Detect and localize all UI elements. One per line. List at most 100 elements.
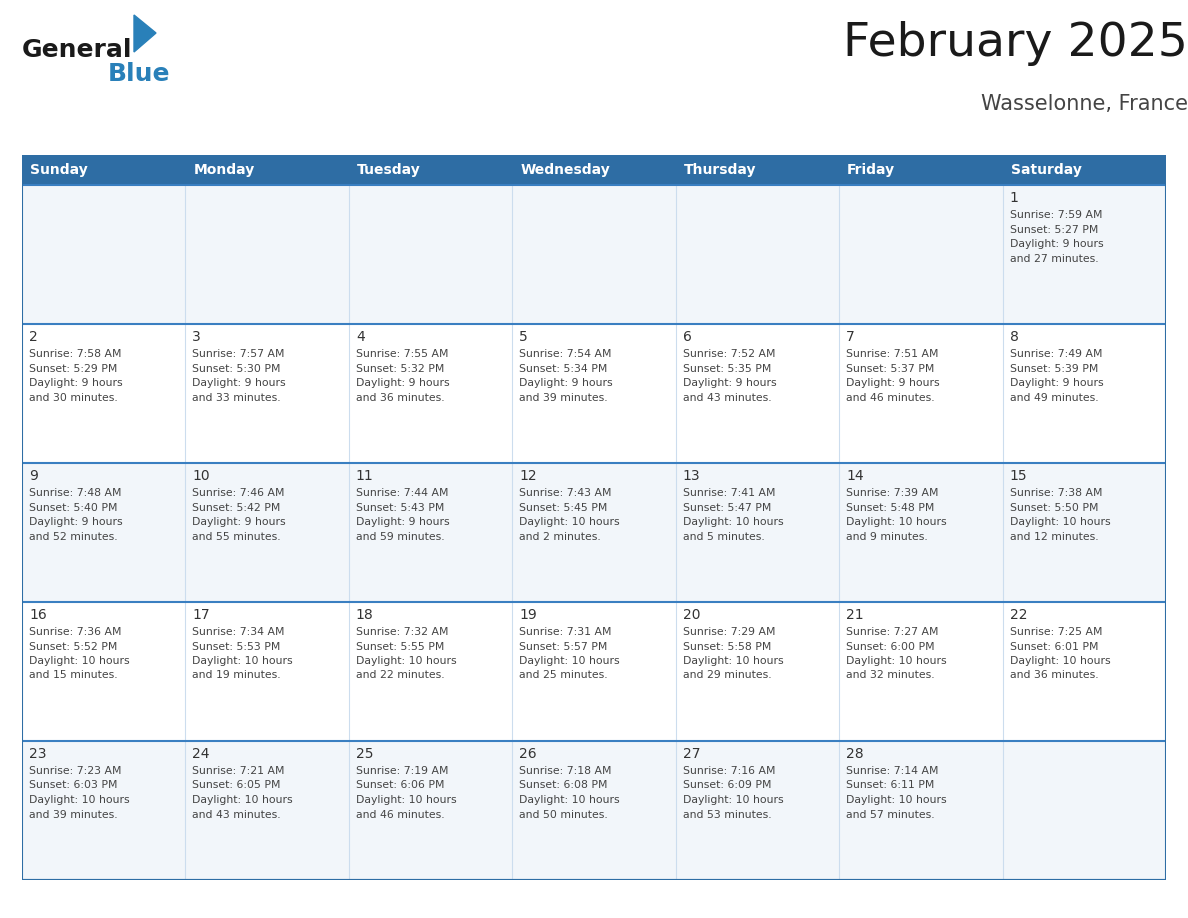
Text: Daylight: 9 hours: Daylight: 9 hours (519, 378, 613, 388)
Text: and 36 minutes.: and 36 minutes. (1010, 670, 1098, 680)
Text: 9: 9 (29, 469, 38, 483)
Text: Sunrise: 7:32 AM: Sunrise: 7:32 AM (356, 627, 448, 637)
Text: Friday: Friday (847, 163, 896, 177)
Text: Sunrise: 7:54 AM: Sunrise: 7:54 AM (519, 349, 612, 359)
Polygon shape (134, 15, 156, 52)
Text: Sunset: 5:32 PM: Sunset: 5:32 PM (356, 364, 444, 374)
Text: Sunrise: 7:59 AM: Sunrise: 7:59 AM (1010, 210, 1102, 220)
Text: and 43 minutes.: and 43 minutes. (683, 393, 771, 402)
Text: Sunrise: 7:46 AM: Sunrise: 7:46 AM (192, 488, 285, 498)
Text: Wasselonne, France: Wasselonne, France (981, 94, 1188, 114)
Text: and 46 minutes.: and 46 minutes. (846, 393, 935, 402)
Text: 12: 12 (519, 469, 537, 483)
Text: 21: 21 (846, 608, 864, 622)
Text: Sunrise: 7:29 AM: Sunrise: 7:29 AM (683, 627, 776, 637)
Text: 25: 25 (356, 747, 373, 761)
Text: Sunday: Sunday (30, 163, 88, 177)
Text: Daylight: 9 hours: Daylight: 9 hours (29, 378, 122, 388)
Text: 16: 16 (29, 608, 46, 622)
Text: Sunset: 6:00 PM: Sunset: 6:00 PM (846, 642, 935, 652)
Text: Daylight: 10 hours: Daylight: 10 hours (356, 656, 456, 666)
Text: Daylight: 10 hours: Daylight: 10 hours (519, 795, 620, 805)
Text: and 29 minutes.: and 29 minutes. (683, 670, 771, 680)
Text: 8: 8 (1010, 330, 1018, 344)
Text: Sunset: 5:58 PM: Sunset: 5:58 PM (683, 642, 771, 652)
Text: Sunset: 5:30 PM: Sunset: 5:30 PM (192, 364, 280, 374)
Text: and 22 minutes.: and 22 minutes. (356, 670, 444, 680)
Text: 14: 14 (846, 469, 864, 483)
Text: 20: 20 (683, 608, 700, 622)
Bar (23, 741, 1165, 880)
Text: Daylight: 9 hours: Daylight: 9 hours (356, 378, 449, 388)
Text: Saturday: Saturday (1011, 163, 1081, 177)
Text: Daylight: 10 hours: Daylight: 10 hours (683, 795, 783, 805)
Text: Sunrise: 7:14 AM: Sunrise: 7:14 AM (846, 766, 939, 776)
Text: Sunset: 5:50 PM: Sunset: 5:50 PM (1010, 502, 1098, 512)
Text: Daylight: 9 hours: Daylight: 9 hours (1010, 378, 1104, 388)
Text: and 15 minutes.: and 15 minutes. (29, 670, 118, 680)
Text: and 52 minutes.: and 52 minutes. (29, 532, 118, 542)
Text: Sunset: 6:09 PM: Sunset: 6:09 PM (683, 780, 771, 790)
Text: Sunset: 5:47 PM: Sunset: 5:47 PM (683, 502, 771, 512)
Text: Sunrise: 7:18 AM: Sunrise: 7:18 AM (519, 766, 612, 776)
Text: Daylight: 10 hours: Daylight: 10 hours (1010, 656, 1111, 666)
Text: Daylight: 10 hours: Daylight: 10 hours (846, 795, 947, 805)
Text: Sunrise: 7:25 AM: Sunrise: 7:25 AM (1010, 627, 1102, 637)
Text: 2: 2 (29, 330, 38, 344)
Text: 23: 23 (29, 747, 46, 761)
Text: 15: 15 (1010, 469, 1028, 483)
Text: 5: 5 (519, 330, 527, 344)
Text: Sunrise: 7:23 AM: Sunrise: 7:23 AM (29, 766, 121, 776)
Text: Sunset: 6:03 PM: Sunset: 6:03 PM (29, 780, 118, 790)
Text: and 43 minutes.: and 43 minutes. (192, 810, 282, 820)
Text: Sunset: 5:27 PM: Sunset: 5:27 PM (1010, 225, 1098, 234)
Text: Sunset: 5:55 PM: Sunset: 5:55 PM (356, 642, 444, 652)
Text: and 59 minutes.: and 59 minutes. (356, 532, 444, 542)
Text: Sunrise: 7:52 AM: Sunrise: 7:52 AM (683, 349, 776, 359)
Text: Sunrise: 7:36 AM: Sunrise: 7:36 AM (29, 627, 121, 637)
Text: General: General (23, 38, 133, 62)
Text: Sunset: 5:52 PM: Sunset: 5:52 PM (29, 642, 118, 652)
Text: Sunset: 5:29 PM: Sunset: 5:29 PM (29, 364, 118, 374)
Text: 18: 18 (356, 608, 373, 622)
Text: Sunset: 5:43 PM: Sunset: 5:43 PM (356, 502, 444, 512)
Text: Tuesday: Tuesday (356, 163, 421, 177)
Text: and 55 minutes.: and 55 minutes. (192, 532, 282, 542)
Text: and 2 minutes.: and 2 minutes. (519, 532, 601, 542)
Text: 6: 6 (683, 330, 691, 344)
Text: Sunset: 5:34 PM: Sunset: 5:34 PM (519, 364, 607, 374)
Text: Sunrise: 7:51 AM: Sunrise: 7:51 AM (846, 349, 939, 359)
Text: Daylight: 10 hours: Daylight: 10 hours (192, 656, 293, 666)
Text: and 49 minutes.: and 49 minutes. (1010, 393, 1098, 402)
Text: 28: 28 (846, 747, 864, 761)
Text: Sunset: 5:37 PM: Sunset: 5:37 PM (846, 364, 935, 374)
Text: 11: 11 (356, 469, 373, 483)
Text: Daylight: 10 hours: Daylight: 10 hours (846, 517, 947, 527)
Text: 22: 22 (1010, 608, 1028, 622)
Text: Sunset: 6:06 PM: Sunset: 6:06 PM (356, 780, 444, 790)
Text: and 33 minutes.: and 33 minutes. (192, 393, 282, 402)
Text: 13: 13 (683, 469, 701, 483)
Bar (23, 602, 1165, 741)
Text: Sunset: 6:05 PM: Sunset: 6:05 PM (192, 780, 280, 790)
Text: 24: 24 (192, 747, 210, 761)
Text: and 30 minutes.: and 30 minutes. (29, 393, 118, 402)
Text: Blue: Blue (108, 62, 171, 86)
Text: Sunset: 5:42 PM: Sunset: 5:42 PM (192, 502, 280, 512)
Text: Daylight: 10 hours: Daylight: 10 hours (29, 795, 129, 805)
Text: 19: 19 (519, 608, 537, 622)
Text: Sunrise: 7:58 AM: Sunrise: 7:58 AM (29, 349, 121, 359)
Text: Daylight: 10 hours: Daylight: 10 hours (683, 517, 783, 527)
Text: Sunrise: 7:31 AM: Sunrise: 7:31 AM (519, 627, 612, 637)
Text: Daylight: 9 hours: Daylight: 9 hours (192, 517, 286, 527)
Bar (23, 155, 1165, 185)
Text: Sunrise: 7:43 AM: Sunrise: 7:43 AM (519, 488, 612, 498)
Text: Sunrise: 7:27 AM: Sunrise: 7:27 AM (846, 627, 939, 637)
Text: Monday: Monday (194, 163, 254, 177)
Text: 10: 10 (192, 469, 210, 483)
Bar (23, 463, 1165, 602)
Text: 3: 3 (192, 330, 201, 344)
Text: Sunset: 5:53 PM: Sunset: 5:53 PM (192, 642, 280, 652)
Text: Sunrise: 7:41 AM: Sunrise: 7:41 AM (683, 488, 776, 498)
Text: 27: 27 (683, 747, 700, 761)
